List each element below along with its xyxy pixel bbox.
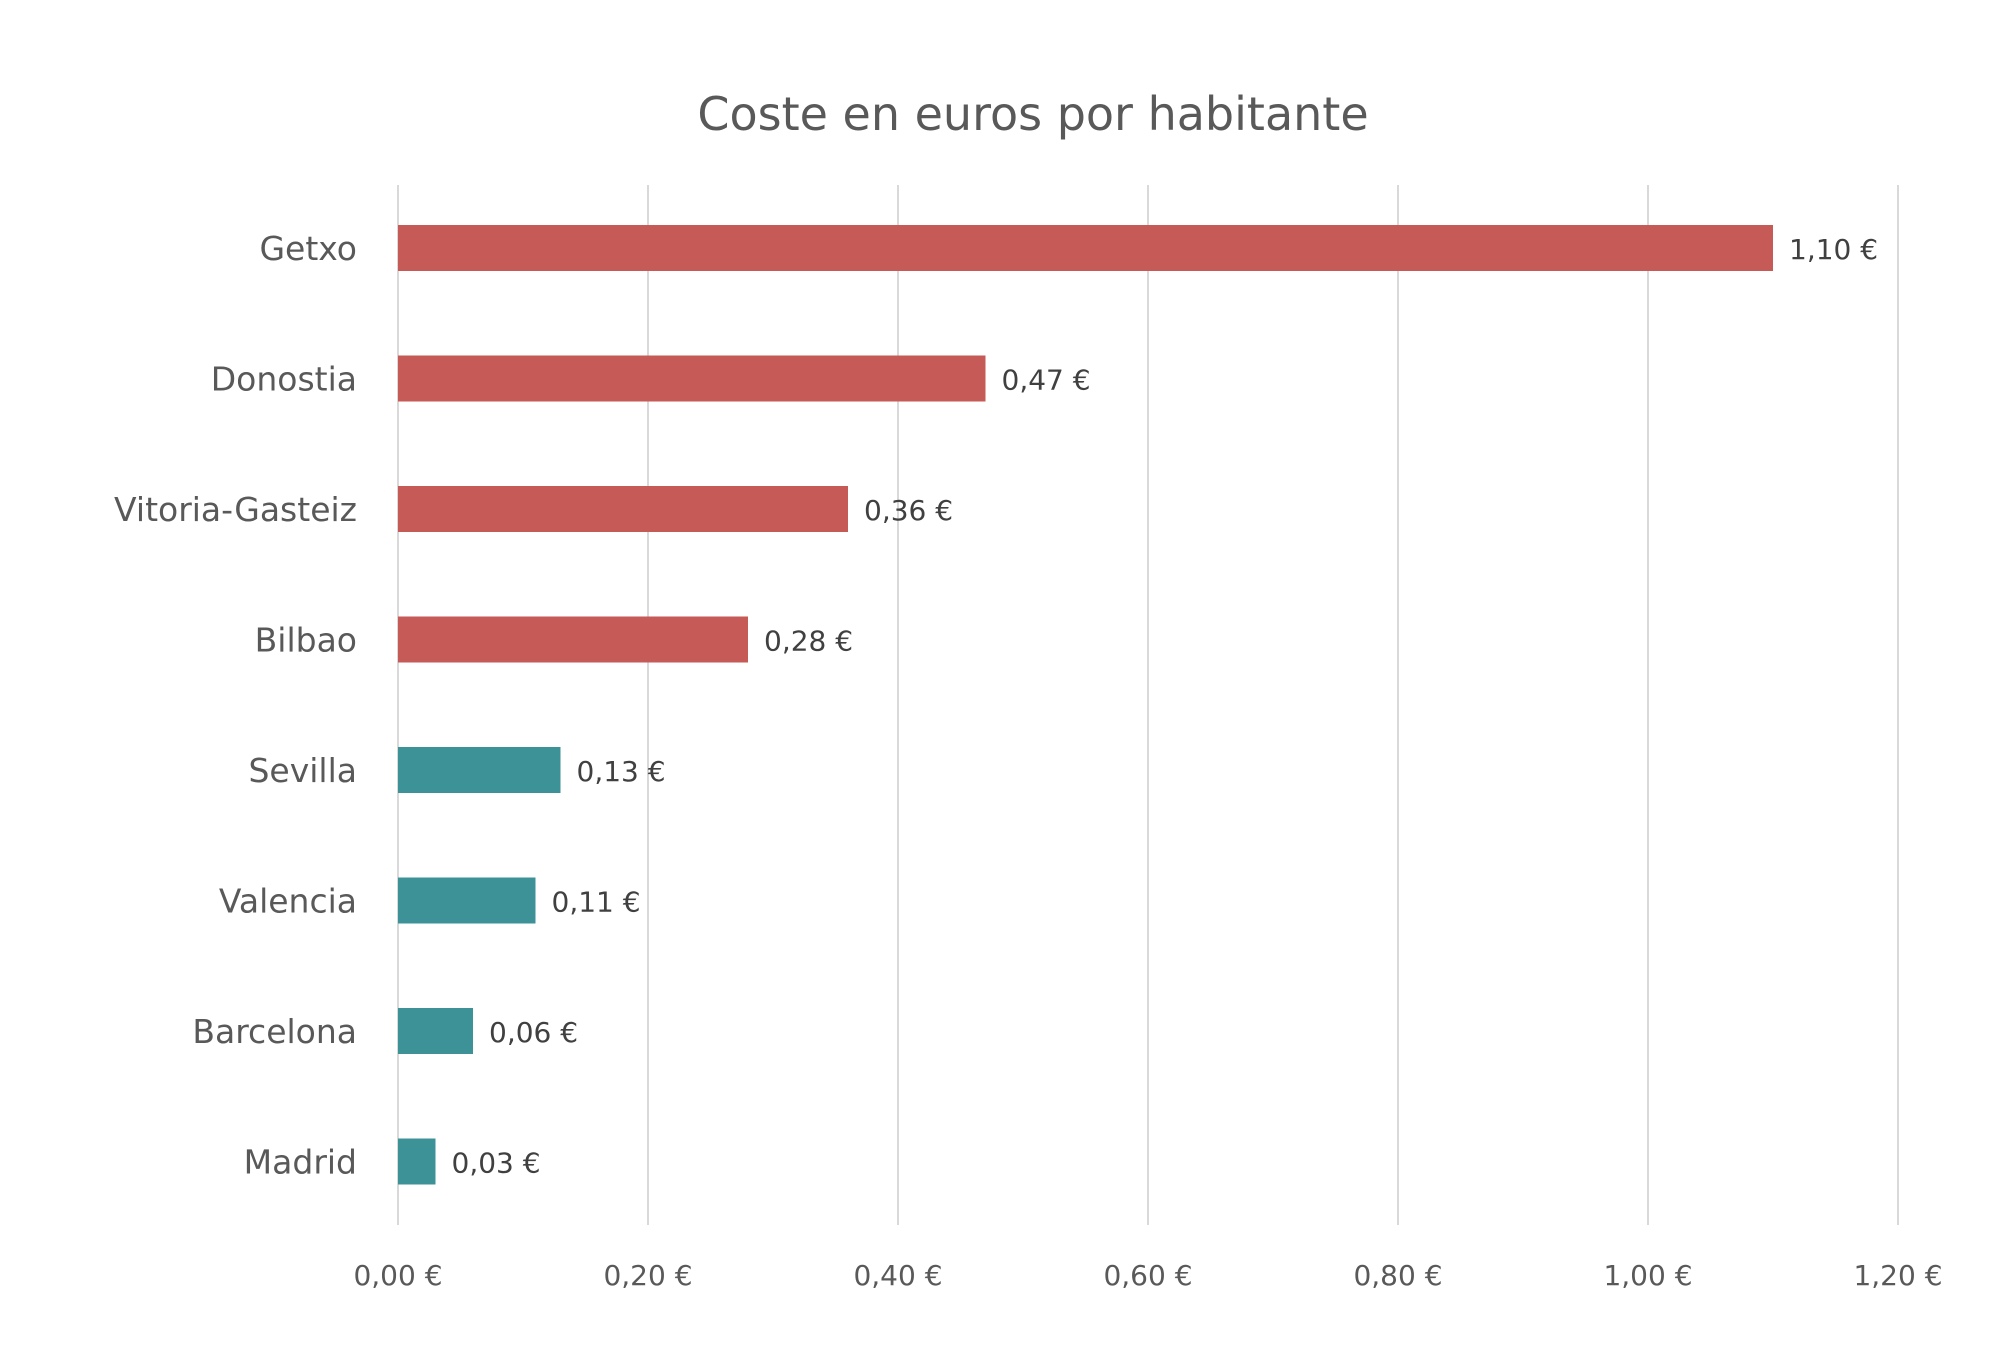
data-label: 0,06 € [489,1016,578,1049]
category-label: Barcelona [192,1012,357,1051]
data-label: 0,11 € [552,886,641,919]
bars [398,225,1773,1185]
category-label: Valencia [219,882,357,921]
category-label: Bilbao [255,621,357,660]
x-tick-label: 1,20 € [1853,1259,1942,1292]
bar [398,747,561,793]
x-tick-label: 1,00 € [1603,1259,1692,1292]
bar [398,486,848,532]
bar [398,1138,436,1185]
x-tick-label: 0,00 € [353,1259,442,1292]
labels: 0,00 € 0,20 € 0,40 € 0,60 € 0,80 € 1,00 € 1,20… [114,229,1942,1292]
bar [398,355,986,402]
category-label: Madrid [244,1143,357,1182]
bar [398,1008,473,1054]
data-label: 0,13 € [577,755,666,788]
bar [398,877,536,924]
bar [398,616,748,663]
data-label: 0,47 € [1002,364,1091,397]
x-tick-label: 0,20 € [603,1259,692,1292]
data-label: 0,03 € [452,1147,541,1180]
data-label: 0,36 € [864,494,953,527]
category-label: Sevilla [248,751,357,790]
x-tick-label: 0,40 € [853,1259,942,1292]
x-tick-label: 0,80 € [1353,1259,1442,1292]
gridlines [397,185,1899,1225]
data-label: 0,28 € [764,625,853,658]
data-label: 1,10 € [1789,233,1878,266]
category-label: Donostia [211,360,357,399]
category-label: Getxo [259,229,357,268]
bar [398,225,1773,271]
chart-title: Coste en euros por habitante [697,87,1368,141]
x-tick-label: 0,60 € [1103,1259,1192,1292]
category-label: Vitoria-Gasteiz [114,490,357,529]
